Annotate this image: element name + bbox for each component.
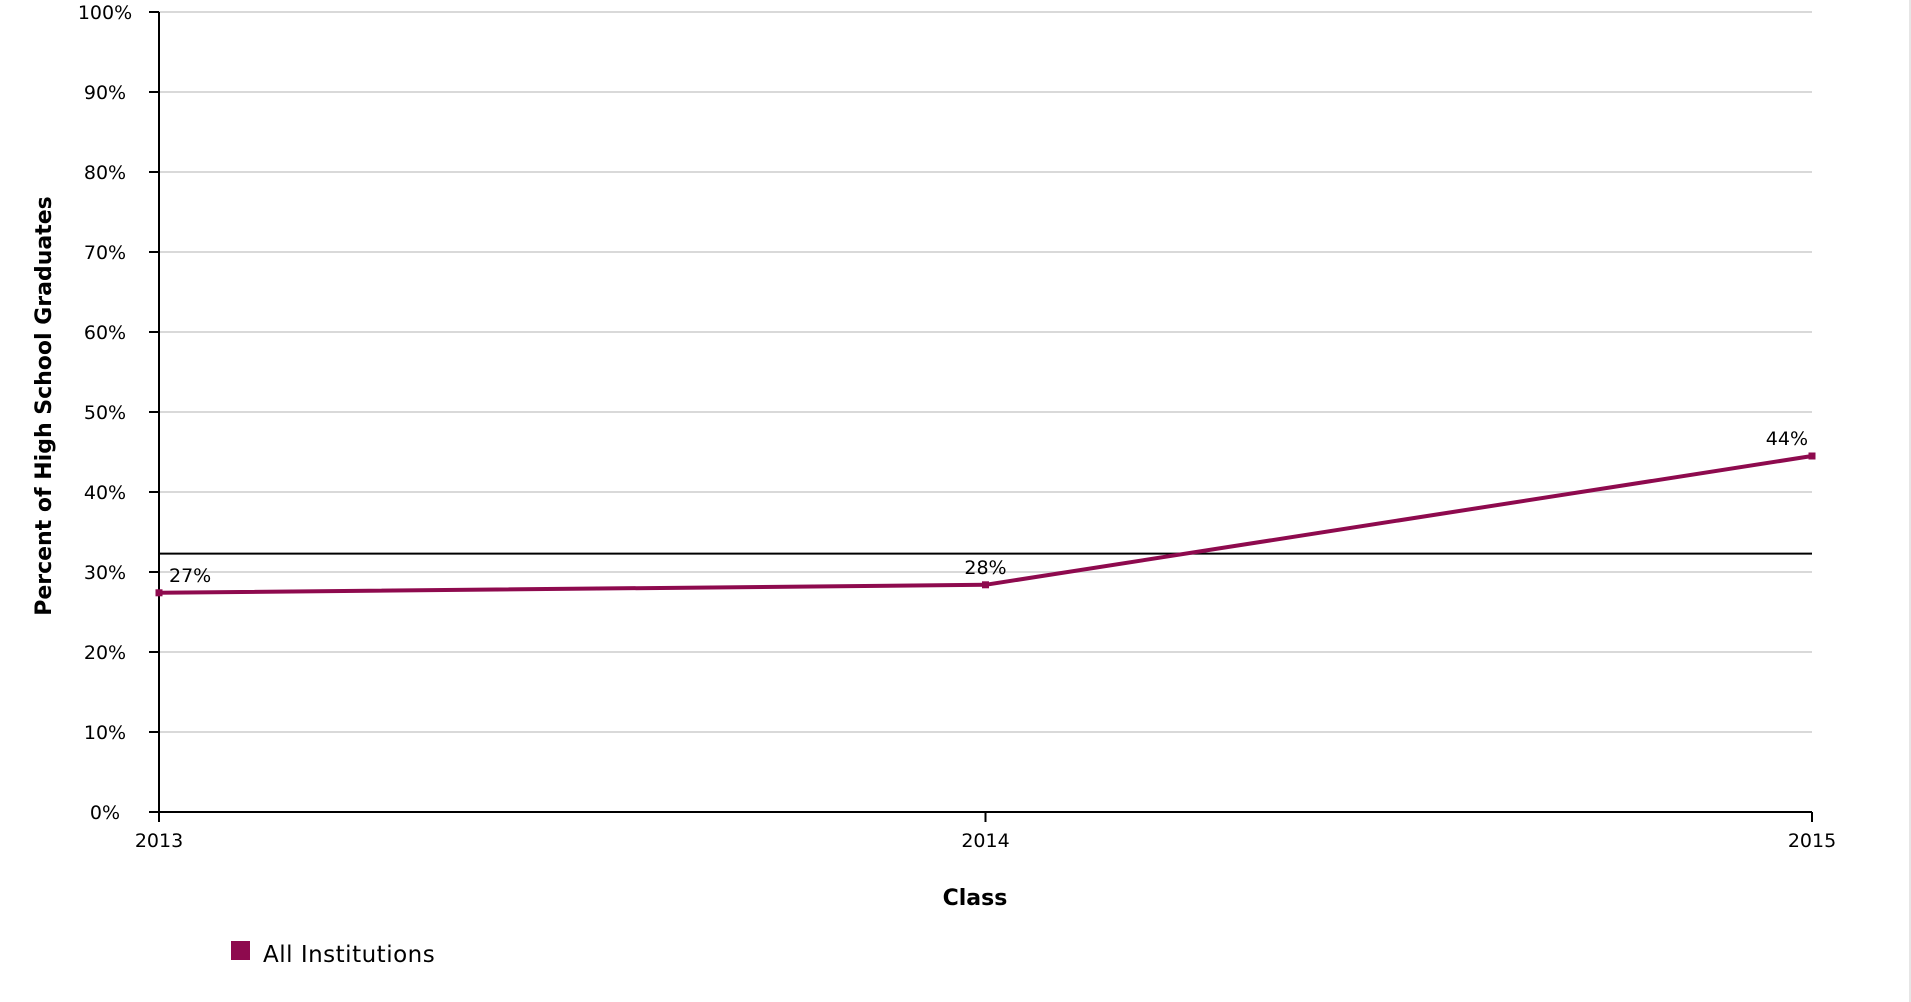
x-tick-label: 2015 xyxy=(1788,830,1836,852)
legend-label: All Institutions xyxy=(263,942,435,968)
y-axis-title: Percent of High School Graduates xyxy=(32,196,57,616)
data-point xyxy=(1808,452,1816,460)
data-labels-group: 27% 28% 44% xyxy=(169,428,1808,587)
data-point xyxy=(982,581,989,589)
legend-swatch xyxy=(231,941,250,960)
y-tick-label: 90% xyxy=(84,82,126,104)
data-label: 28% xyxy=(964,557,1006,579)
x-tick-label: 2014 xyxy=(961,830,1009,852)
y-tick-label: 0% xyxy=(90,802,120,824)
y-tick-label: 50% xyxy=(84,402,126,424)
gridlines xyxy=(159,11,1812,733)
series-group xyxy=(155,452,1816,597)
y-tick-label: 80% xyxy=(84,162,126,184)
y-tick-label: 70% xyxy=(84,242,126,264)
data-label: 44% xyxy=(1766,428,1808,450)
y-tick-label: 10% xyxy=(84,722,126,744)
x-tick-label: 2013 xyxy=(135,830,183,852)
y-tick-label: 30% xyxy=(84,562,126,584)
y-tick-label: 60% xyxy=(84,322,126,344)
y-tick-label: 40% xyxy=(84,482,126,504)
legend: All Institutions xyxy=(231,941,435,968)
y-tick-label: 20% xyxy=(84,642,126,664)
axes: 0% 10% 20% 30% 40% 50% 60% 70% 80% 90% 100% 2013 201… xyxy=(78,2,1836,852)
y-tick-label: 100% xyxy=(78,2,132,24)
data-label: 27% xyxy=(169,565,211,587)
x-axis-title: Class xyxy=(943,886,1008,911)
data-point xyxy=(155,589,163,597)
